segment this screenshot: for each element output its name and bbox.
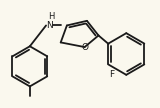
Text: N: N — [47, 21, 53, 30]
Text: H: H — [48, 12, 55, 21]
Text: O: O — [81, 43, 88, 52]
Text: F: F — [109, 70, 114, 79]
